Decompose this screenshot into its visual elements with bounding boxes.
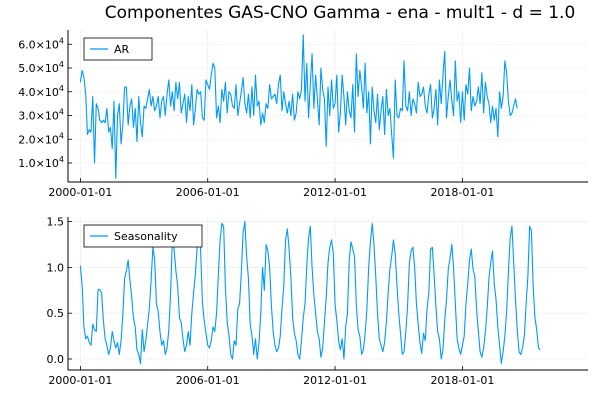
x-tick-label: 2006-01-01 (176, 186, 240, 199)
x-tick-label: 2000-01-01 (48, 186, 112, 199)
y-tick-label-exponent: 4 (59, 155, 64, 164)
series-line-ar (79, 34, 518, 179)
y-tick-label-base: 1.0×10 (18, 157, 59, 170)
legend-box (83, 37, 153, 61)
legend-box (83, 224, 203, 248)
y-tick-label: 2.0×104 (18, 131, 64, 146)
y-tick-label-exponent: 4 (59, 131, 64, 140)
y-tick-label-base: 6.0×10 (18, 38, 59, 51)
y-tick-label-base: 3.0×10 (18, 110, 59, 123)
ar-panel: 2000-01-01 2006-01-01 2012-01-01 2018-01-01… (18, 30, 588, 199)
y-tick-label-base: 5.0×10 (18, 62, 59, 75)
y-tick-label: 6.0×104 (18, 36, 64, 51)
y-tick-label: 1.0 (47, 261, 65, 274)
y-tick-label: 3.0×104 (18, 108, 64, 123)
seasonality-panel: 2000-01-01 2006-01-01 2012-01-01 2018-01-01… (47, 216, 588, 387)
y-tick-label: 0.5 (47, 307, 65, 320)
x-tick-label: 2012-01-01 (303, 374, 367, 387)
y-tick-label-base: 2.0×10 (18, 133, 59, 146)
y-tick-label-exponent: 4 (59, 108, 64, 117)
legend: Seasonality (83, 224, 203, 248)
y-tick-label-exponent: 4 (59, 60, 64, 69)
x-tick-label: 2000-01-01 (48, 374, 112, 387)
y-tick-label: 1.0×104 (18, 155, 64, 170)
y-tick-label-exponent: 4 (59, 36, 64, 45)
x-tick-label: 2018-01-01 (430, 374, 494, 387)
y-tick-label: 0.0 (47, 353, 65, 366)
legend-label: AR (114, 43, 130, 56)
y-tick-label-exponent: 4 (59, 84, 64, 93)
x-tick-label: 2006-01-01 (176, 374, 240, 387)
series-line-seasonality (79, 221, 541, 365)
y-tick-label: 1.5 (47, 216, 65, 229)
y-tick-label: 4.0×104 (18, 84, 64, 99)
x-tick-label: 2012-01-01 (303, 186, 367, 199)
chart-title: Componentes GAS-CNO Gamma - ena - mult1 … (105, 3, 576, 23)
y-tick-label-base: 4.0×10 (18, 86, 59, 99)
x-tick-label: 2018-01-01 (430, 186, 494, 199)
legend: AR (83, 37, 153, 61)
y-tick-label: 5.0×104 (18, 60, 64, 75)
legend-label: Seasonality (114, 230, 178, 243)
